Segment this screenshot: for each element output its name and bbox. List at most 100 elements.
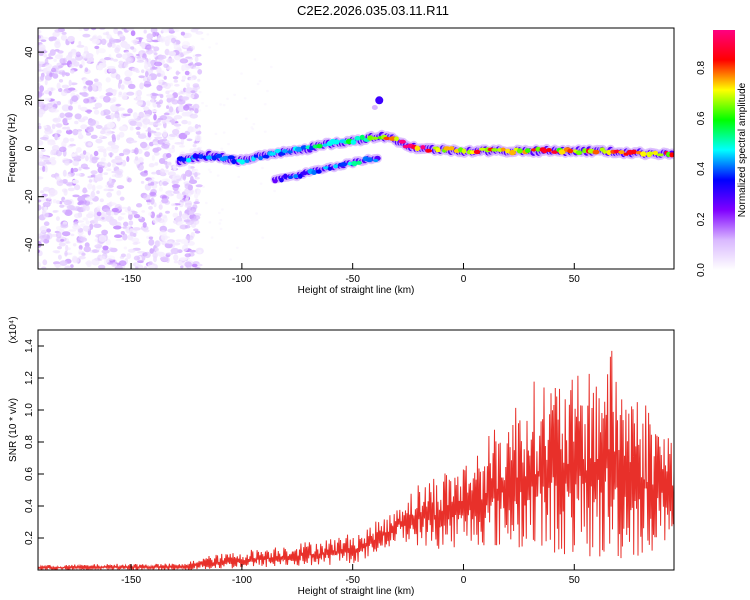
noise-speck [125, 57, 132, 62]
noise-speck [126, 253, 132, 260]
noise-speck [68, 87, 76, 91]
noise-speck [180, 265, 184, 269]
noise-speck [95, 138, 103, 144]
noise-speck [41, 266, 47, 269]
noise-speck [135, 126, 141, 130]
ridge-peak [509, 149, 516, 156]
noise-speck [176, 194, 184, 200]
noise-speck [77, 195, 86, 203]
noise-speck [129, 120, 138, 126]
ridge-peak [640, 151, 647, 157]
noise-speck [148, 212, 152, 216]
noise-speck [118, 60, 124, 65]
noise-speck [38, 110, 44, 118]
noise-speck [72, 194, 80, 198]
ridge-peak [426, 149, 433, 153]
secondary-ridge-peak [272, 179, 278, 184]
noise-speck [73, 61, 80, 67]
noise-speck [50, 87, 54, 92]
noise-speck [114, 234, 123, 238]
noise-speck [133, 112, 138, 119]
noise-speck [161, 240, 167, 246]
noise-speck [93, 150, 99, 157]
sparse-speck [205, 104, 208, 108]
noise-speck [160, 70, 166, 78]
secondary-ridge-peak [283, 173, 288, 179]
noise-speck [143, 29, 147, 34]
noise-speck [61, 104, 71, 112]
sparse-speck [188, 194, 192, 198]
noise-speck [152, 147, 160, 153]
ridge-peak [546, 148, 552, 152]
noise-speck [173, 79, 178, 83]
noise-speck [82, 33, 91, 38]
noise-speck [78, 166, 82, 171]
noise-speck [127, 213, 133, 221]
noise-speck [69, 143, 76, 147]
noise-speck [150, 181, 155, 186]
noise-speck [109, 40, 118, 43]
noise-speck [49, 141, 56, 145]
noise-speck [52, 210, 58, 213]
noise-speck [54, 133, 58, 141]
noise-speck [188, 210, 195, 216]
noise-speck [112, 58, 119, 62]
x-tick-label: -50 [345, 274, 360, 285]
noise-speck [66, 54, 73, 61]
sparse-speck [217, 211, 221, 215]
noise-speck [154, 136, 163, 140]
noise-speck [82, 225, 91, 232]
noise-speck [123, 246, 128, 250]
noise-speck [165, 210, 170, 214]
noise-speck [118, 63, 124, 69]
noise-speck [72, 167, 79, 173]
noise-speck [108, 152, 114, 157]
noise-speck [179, 199, 187, 203]
noise-speck [85, 261, 91, 265]
ridge-peak [389, 136, 396, 141]
noise-speck [163, 63, 169, 69]
noise-speck [194, 62, 202, 67]
noise-speck [75, 51, 81, 58]
ridge-peak [282, 149, 288, 154]
noise-speck [38, 91, 43, 98]
spectrogram-x-label: Height of straight line (km) [298, 285, 415, 296]
noise-speck [51, 67, 57, 73]
noise-speck [122, 113, 131, 117]
noise-speck [79, 92, 83, 95]
secondary-ridge-peak [288, 175, 294, 179]
noise-speck [72, 160, 79, 167]
noise-speck [61, 231, 71, 237]
ridge-peak [648, 151, 654, 156]
noise-speck [38, 139, 44, 146]
noise-speck [96, 185, 103, 190]
noise-speck [40, 75, 44, 81]
noise-speck [93, 109, 100, 115]
noise-speck [153, 202, 157, 208]
noise-speck [49, 189, 58, 196]
noise-speck [137, 260, 144, 264]
noise-speck [148, 239, 155, 246]
ridge-peak [309, 145, 314, 151]
noise-speck [141, 210, 146, 213]
ridge-peak [652, 150, 659, 156]
noise-speck [140, 141, 148, 149]
noise-speck [56, 129, 62, 134]
noise-speck [135, 266, 139, 269]
ridge-peak [354, 136, 361, 141]
ridge-peak [383, 136, 391, 141]
noise-speck [38, 44, 46, 51]
noise-speck [85, 155, 89, 162]
noise-speck [65, 72, 70, 77]
noise-speck [87, 142, 92, 146]
noise-speck [106, 188, 114, 192]
ridge-peak [258, 156, 263, 161]
noise-speck [165, 90, 170, 95]
noise-speck [152, 141, 158, 145]
ridge-peak [192, 154, 200, 159]
sparse-speck [273, 189, 276, 193]
ridge-peak [394, 136, 399, 142]
ridge-peak [602, 150, 608, 154]
noise-speck [178, 210, 183, 218]
noise-speck [71, 95, 79, 102]
